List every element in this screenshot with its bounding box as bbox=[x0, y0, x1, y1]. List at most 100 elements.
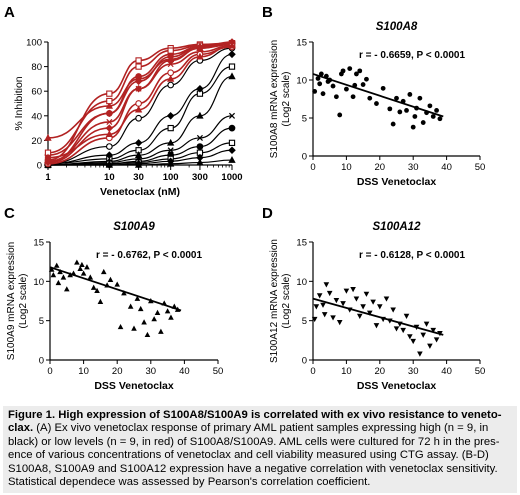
data-point bbox=[196, 134, 203, 141]
data-point bbox=[53, 262, 60, 268]
panel-d-letter: D bbox=[262, 205, 273, 222]
data-point bbox=[60, 274, 67, 280]
x-tick-label: 30 bbox=[146, 366, 157, 377]
data-point bbox=[387, 318, 393, 324]
y-axis-label-unit: (Log2 scale) bbox=[281, 71, 292, 126]
data-point bbox=[394, 95, 399, 101]
x-tick-label: 50 bbox=[475, 366, 486, 377]
data-point bbox=[323, 282, 330, 288]
data-point bbox=[420, 332, 427, 338]
data-point bbox=[134, 77, 143, 86]
data-point bbox=[343, 288, 350, 294]
data-point bbox=[228, 72, 236, 80]
x-tick-label: 1 bbox=[45, 172, 51, 183]
data-point bbox=[196, 111, 204, 119]
data-point bbox=[106, 90, 113, 97]
data-point bbox=[74, 259, 80, 265]
data-point bbox=[84, 264, 90, 270]
data-point bbox=[400, 327, 406, 334]
data-point bbox=[164, 308, 171, 314]
x-tick-label: 20 bbox=[112, 366, 123, 377]
data-point bbox=[397, 109, 403, 115]
x-tick-label: 100 bbox=[163, 172, 179, 183]
data-point bbox=[117, 323, 124, 330]
data-point bbox=[318, 71, 324, 77]
data-point bbox=[320, 91, 326, 97]
data-point bbox=[380, 316, 386, 323]
data-point bbox=[196, 52, 204, 60]
x-tick-label: 50 bbox=[475, 162, 486, 173]
data-point bbox=[364, 76, 369, 82]
y-tick-label: 20 bbox=[31, 136, 42, 147]
x-tick-label: 20 bbox=[375, 162, 386, 173]
data-point bbox=[336, 320, 343, 326]
data-point bbox=[313, 304, 320, 310]
x-tick-label: 10 bbox=[104, 172, 115, 183]
data-point bbox=[135, 57, 142, 64]
data-point bbox=[167, 69, 175, 77]
data-point bbox=[50, 272, 57, 278]
data-point bbox=[433, 337, 440, 343]
data-point bbox=[377, 304, 383, 310]
regression-line bbox=[312, 73, 444, 118]
y-axis-label-unit: (Log2 scale) bbox=[18, 273, 29, 328]
data-point bbox=[144, 331, 151, 338]
data-point bbox=[107, 276, 114, 282]
x-tick-label: 30 bbox=[408, 366, 419, 377]
y-axis-label-unit: (Log2 scale) bbox=[281, 273, 292, 328]
x-tick-label: 0 bbox=[310, 366, 315, 377]
data-point bbox=[363, 291, 370, 297]
data-point bbox=[423, 321, 430, 327]
data-point bbox=[106, 97, 113, 105]
x-axis-label: DSS Venetoclax bbox=[357, 176, 437, 188]
x-tick-label: 30 bbox=[133, 172, 144, 183]
y-tick-label: 0 bbox=[37, 161, 42, 172]
curve-line bbox=[48, 159, 233, 166]
data-point bbox=[70, 270, 77, 276]
data-point bbox=[393, 326, 400, 332]
data-point bbox=[367, 95, 373, 101]
data-point bbox=[420, 120, 426, 125]
low-expression-curve bbox=[44, 38, 236, 167]
data-point bbox=[134, 139, 143, 147]
data-point bbox=[315, 76, 321, 81]
data-point bbox=[64, 286, 70, 292]
data-point bbox=[353, 296, 360, 302]
x-tick-label: 10 bbox=[341, 162, 352, 173]
figure-caption: Figure 1. High expression of S100A8/S100… bbox=[3, 406, 517, 494]
x-tick-label: 20 bbox=[375, 366, 386, 377]
curve-line bbox=[47, 142, 233, 166]
x-tick-label: 0 bbox=[47, 366, 52, 377]
panel-title: S100A8 bbox=[376, 21, 418, 33]
caption-body: (A) Ex vivo venetoclax response of prima… bbox=[8, 422, 500, 489]
curve-line bbox=[47, 75, 233, 166]
y-axis-label: % Inhibition bbox=[13, 76, 25, 130]
y-tick-label: 5 bbox=[39, 316, 44, 327]
data-point bbox=[135, 63, 142, 70]
data-point bbox=[437, 331, 443, 337]
panel-a-letter: A bbox=[4, 4, 15, 21]
data-point bbox=[360, 82, 366, 87]
data-point bbox=[430, 327, 437, 334]
data-point bbox=[228, 41, 236, 49]
data-point bbox=[141, 319, 147, 325]
data-point bbox=[134, 295, 141, 301]
y-tick-label: 0 bbox=[39, 356, 44, 367]
data-point bbox=[134, 151, 143, 158]
correlation-annotation: r = - 0.6762, P < 0.0001 bbox=[96, 250, 202, 261]
data-point bbox=[167, 61, 174, 68]
data-point bbox=[387, 106, 393, 112]
data-point bbox=[161, 300, 168, 306]
curve-line bbox=[47, 115, 233, 166]
data-point bbox=[330, 315, 336, 321]
data-point bbox=[77, 265, 84, 271]
x-axis-label: DSS Venetoclax bbox=[94, 380, 174, 392]
data-point bbox=[228, 124, 236, 132]
data-point bbox=[151, 316, 157, 322]
panel-b-letter: B bbox=[262, 4, 273, 21]
data-point bbox=[105, 143, 113, 150]
caption-title: Figure 1. High expression of S100A8/S100… bbox=[8, 409, 502, 435]
data-point bbox=[105, 130, 114, 138]
x-tick-label: 10 bbox=[78, 366, 89, 377]
